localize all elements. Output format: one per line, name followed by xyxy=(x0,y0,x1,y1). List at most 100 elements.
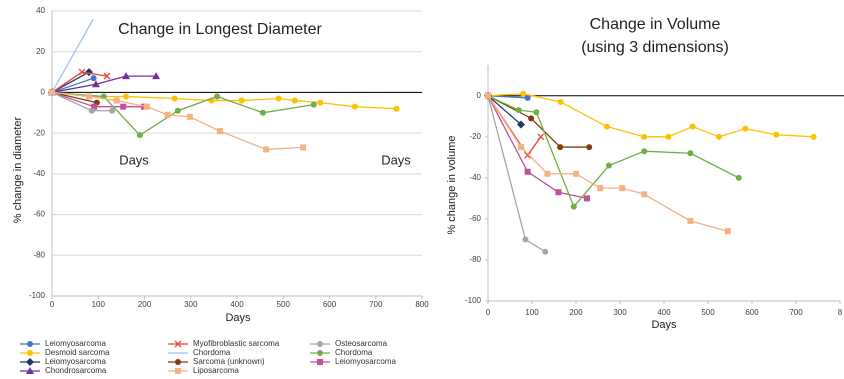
marker xyxy=(810,133,817,140)
marker xyxy=(606,162,612,169)
marker xyxy=(528,115,535,122)
y-tick-label: -60 xyxy=(469,214,481,223)
marker xyxy=(597,185,604,192)
marker xyxy=(773,131,780,138)
marker xyxy=(485,92,491,99)
marker xyxy=(687,217,694,224)
marker xyxy=(85,68,93,77)
y-tick-label: -60 xyxy=(33,210,45,219)
chart-title: Change in Longest Diameter xyxy=(118,21,322,38)
marker xyxy=(78,68,86,76)
marker xyxy=(238,97,245,104)
marker xyxy=(174,340,182,348)
x-tick-label: 600 xyxy=(323,300,337,309)
marker xyxy=(90,75,97,82)
marker xyxy=(641,191,648,198)
marker xyxy=(91,103,98,110)
x-tick-label: 500 xyxy=(701,308,715,317)
marker xyxy=(537,133,545,141)
y-tick-label: -80 xyxy=(469,255,481,264)
marker xyxy=(665,133,672,140)
series-line xyxy=(51,77,94,94)
marker xyxy=(351,103,358,110)
legend-label: Myofibroblastic sarcoma xyxy=(193,339,280,348)
chart-subtitle: (using 3 dimensions) xyxy=(581,39,729,56)
marker xyxy=(300,144,307,151)
y-tick-label: 0 xyxy=(477,91,482,100)
marker xyxy=(291,97,298,104)
x-tick-label: 700 xyxy=(789,308,803,317)
marker xyxy=(641,148,648,155)
marker xyxy=(136,132,143,139)
marker xyxy=(687,150,694,157)
marker xyxy=(91,80,100,88)
marker xyxy=(263,146,270,153)
marker xyxy=(522,236,529,243)
marker xyxy=(122,72,130,80)
marker xyxy=(27,341,33,347)
y-tick-label: 0 xyxy=(41,88,46,97)
marker xyxy=(216,128,223,135)
series-line xyxy=(51,18,94,93)
marker xyxy=(120,103,127,110)
marker xyxy=(214,93,221,100)
marker xyxy=(317,350,323,356)
marker xyxy=(520,90,527,97)
legend-label: Desmoid sarcoma xyxy=(45,348,110,357)
series-line xyxy=(487,93,814,138)
x-tick-label: 300 xyxy=(184,300,198,309)
marker xyxy=(310,101,317,108)
series-line xyxy=(51,91,145,108)
marker xyxy=(317,359,323,365)
x-tick-label: 700 xyxy=(369,300,383,309)
marker xyxy=(152,72,161,80)
marker xyxy=(49,89,55,96)
marker xyxy=(86,93,92,100)
x-tick-label: 0 xyxy=(50,300,55,309)
marker xyxy=(518,144,524,151)
marker xyxy=(716,133,722,140)
marker xyxy=(175,368,181,374)
marker xyxy=(164,111,171,118)
x-tick-label: 8 xyxy=(838,308,843,317)
y-tick-label: -20 xyxy=(33,128,45,137)
chart-title: Change in Volume xyxy=(590,16,721,33)
marker xyxy=(619,185,626,192)
marker xyxy=(317,99,324,106)
marker xyxy=(573,170,579,177)
x-axis-label: Days xyxy=(225,312,251,324)
annotation: Days xyxy=(119,152,149,167)
x-tick-label: 0 xyxy=(486,308,491,317)
marker xyxy=(259,109,266,116)
y-axis-label: % change in diameter xyxy=(12,116,24,223)
marker xyxy=(742,125,749,132)
x-tick-label: 200 xyxy=(138,300,152,309)
legend-label: Osteosarcoma xyxy=(335,339,388,348)
x-tick-label: 400 xyxy=(657,308,671,317)
legend-label: Liposarcoma xyxy=(193,366,239,375)
x-tick-label: 800 xyxy=(415,300,429,309)
marker xyxy=(544,170,551,177)
marker xyxy=(174,107,181,114)
y-tick-label: -40 xyxy=(33,169,45,178)
x-axis-label: Days xyxy=(651,319,677,331)
legend-label: Chondrosarcoma xyxy=(45,366,107,375)
y-axis-label: % change in volume xyxy=(446,135,458,234)
marker xyxy=(103,72,111,80)
marker xyxy=(641,133,648,140)
marker xyxy=(557,144,564,151)
marker xyxy=(584,195,590,202)
marker xyxy=(26,367,34,374)
marker xyxy=(175,359,181,365)
marker xyxy=(515,107,522,114)
marker xyxy=(533,109,540,116)
marker xyxy=(113,97,120,104)
x-tick-label: 200 xyxy=(569,308,583,317)
marker xyxy=(393,105,400,112)
marker xyxy=(724,228,731,235)
marker xyxy=(557,98,564,105)
marker xyxy=(689,123,696,130)
y-tick-label: -80 xyxy=(33,250,45,259)
marker xyxy=(123,93,129,100)
